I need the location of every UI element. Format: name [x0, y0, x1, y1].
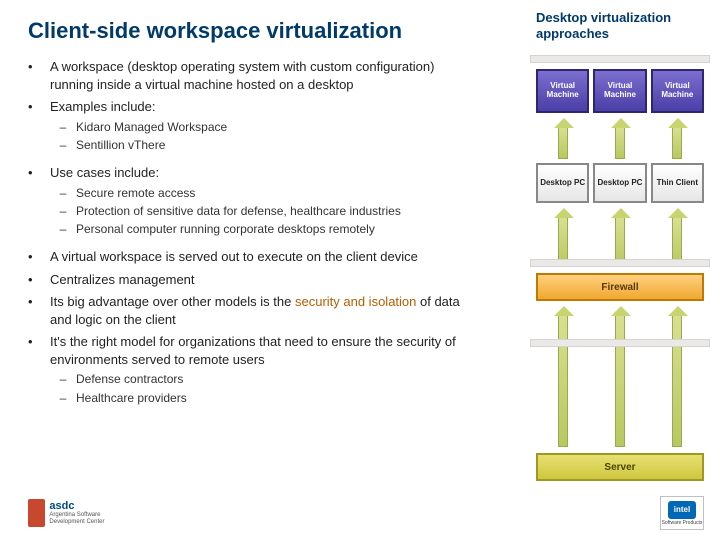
vm-box: Virtual Machine	[536, 69, 589, 113]
pc-box: Thin Client	[651, 163, 704, 203]
slide-title: Client-side workspace virtualization	[28, 18, 478, 44]
intel-logo: intel Software Products	[660, 496, 704, 530]
firewall-box: Firewall	[536, 273, 704, 301]
bullet-item: • Centralizes management	[28, 271, 478, 289]
bullet-item: • A workspace (desktop operating system …	[28, 58, 478, 93]
sub-list: –Kidaro Managed Workspace –Sentillion vT…	[50, 119, 478, 153]
server-box: Server	[536, 453, 704, 481]
bullet-item: • Use cases include: –Secure remote acce…	[28, 164, 478, 243]
pc-box: Desktop PC	[536, 163, 589, 203]
bullet-item: • Its big advantage over other models is…	[28, 293, 478, 328]
highlight-text: security and isolation	[295, 294, 416, 309]
main-content: Client-side workspace virtualization • A…	[28, 18, 478, 417]
asdc-logo: asdc Argentina Software Development Cent…	[28, 496, 112, 530]
asdc-text: asdc Argentina Software Development Cent…	[49, 500, 112, 525]
intel-chip-icon: intel	[668, 501, 696, 519]
arrow-icon	[558, 127, 568, 159]
arrow-icon	[615, 127, 625, 159]
bullet-list: • A workspace (desktop operating system …	[28, 58, 478, 412]
vm-box: Virtual Machine	[593, 69, 646, 113]
pc-box: Desktop PC	[593, 163, 646, 203]
architecture-diagram: Virtual Machine Virtual Machine Virtual …	[530, 55, 710, 495]
side-title: Desktop virtualization approaches	[536, 10, 706, 43]
asdc-mark-icon	[28, 499, 45, 527]
vm-tier: Virtual Machine Virtual Machine Virtual …	[536, 69, 704, 113]
bullet-item: • Examples include: –Kidaro Managed Work…	[28, 98, 478, 159]
arrow-icon	[672, 127, 682, 159]
sub-list: –Secure remote access –Protection of sen…	[50, 185, 478, 238]
arrow-icon	[615, 315, 625, 447]
intel-sub: Software Products	[662, 520, 703, 526]
bullet-item: • A virtual workspace is served out to e…	[28, 248, 478, 266]
sub-list: –Defense contractors –Healthcare provide…	[50, 371, 478, 405]
client-tier: Desktop PC Desktop PC Thin Client	[536, 163, 704, 203]
arrow-icon	[558, 315, 568, 447]
vm-box: Virtual Machine	[651, 69, 704, 113]
bullet-item: • It's the right model for organizations…	[28, 333, 478, 411]
arrow-icon	[672, 315, 682, 447]
